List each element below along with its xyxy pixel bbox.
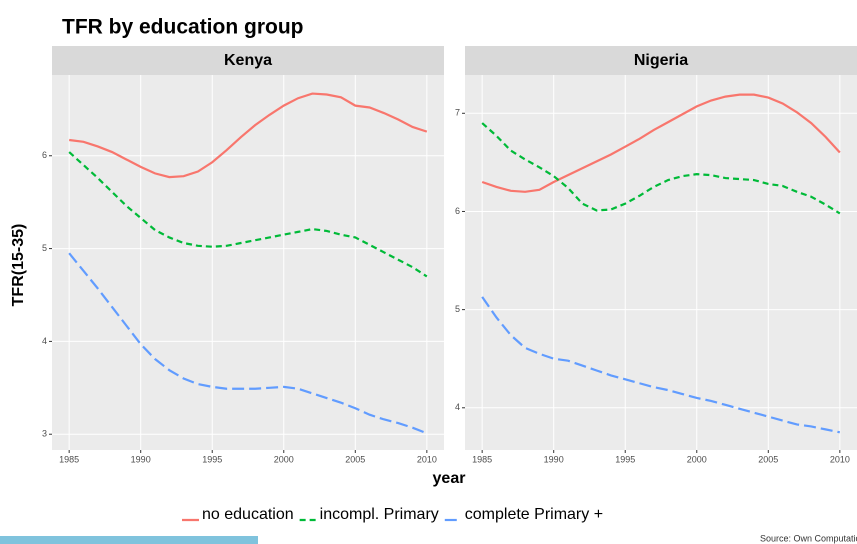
x-tick-label: 1995 xyxy=(615,454,635,464)
strip xyxy=(465,46,857,75)
series-line xyxy=(481,93,841,193)
x-tick-label: 2000 xyxy=(687,454,707,464)
y-tick-label: 6 xyxy=(42,150,47,160)
x-tick-label: 1990 xyxy=(131,454,151,464)
legend-label: no education xyxy=(202,506,294,523)
x-tick-label: 1985 xyxy=(472,454,492,464)
x-tick-label: 1990 xyxy=(544,454,564,464)
strip xyxy=(52,46,444,75)
series-line xyxy=(481,296,841,434)
y-tick-label: 4 xyxy=(455,402,460,412)
panel xyxy=(465,75,857,450)
legend-label: incompl. Primary xyxy=(320,506,439,523)
series-line xyxy=(68,151,428,278)
x-tick-label: 1985 xyxy=(59,454,79,464)
x-tick-label: 2005 xyxy=(345,454,365,464)
x-tick-label: 2005 xyxy=(758,454,778,464)
panel xyxy=(52,75,444,450)
series-line xyxy=(69,92,428,179)
series-line xyxy=(68,252,428,435)
source: Source: Own Computation xyxy=(760,533,857,543)
y-tick-label: 5 xyxy=(42,243,47,253)
x-axis-label: year xyxy=(433,470,466,487)
chart-title: TFR by education group xyxy=(62,16,304,39)
panel-title: Nigeria xyxy=(634,52,688,69)
y-axis-label: TFR(15-35) xyxy=(10,224,27,307)
panel-title: Kenya xyxy=(224,52,272,69)
series-line xyxy=(481,122,841,215)
decor-bar xyxy=(0,536,258,544)
x-tick-label: 2010 xyxy=(830,454,850,464)
legend-label: complete Primary + xyxy=(465,506,603,523)
x-tick-label: 2000 xyxy=(274,454,294,464)
y-tick-label: 7 xyxy=(455,108,460,118)
y-tick-label: 5 xyxy=(455,304,460,314)
x-tick-label: 2010 xyxy=(417,454,437,464)
y-tick-label: 6 xyxy=(455,206,460,216)
x-tick-label: 1995 xyxy=(202,454,222,464)
y-tick-label: 3 xyxy=(42,429,47,439)
y-tick-label: 4 xyxy=(42,336,47,346)
